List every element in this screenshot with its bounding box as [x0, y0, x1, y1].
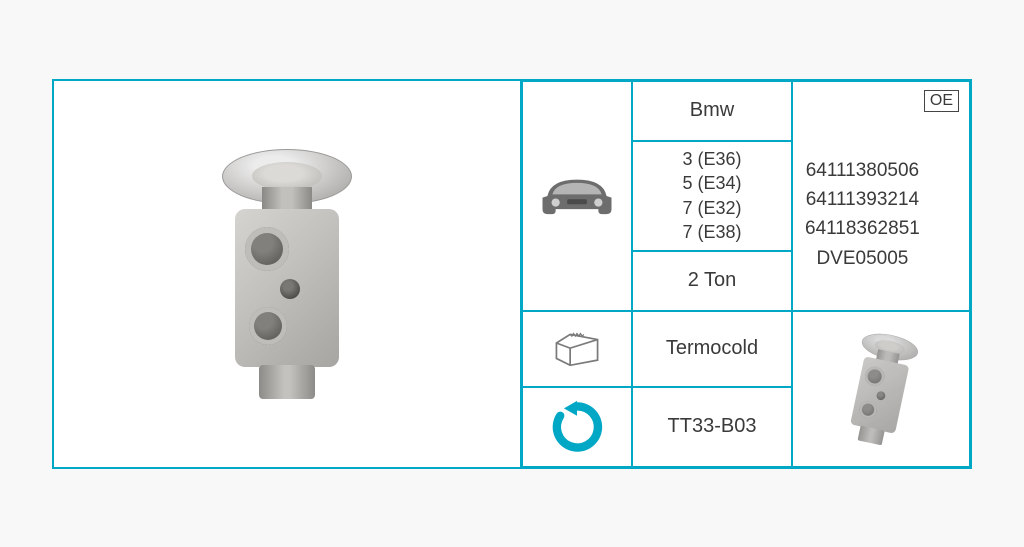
brand-cell: Termocold — [632, 311, 792, 387]
manufacturer-cell: Bmw — [632, 81, 792, 141]
oe-number-list: 64111380506 64111393214 64118362851 DVE0… — [805, 156, 920, 274]
oe-number: DVE05005 — [805, 244, 920, 273]
refresh-arrow-icon — [549, 399, 605, 455]
product-valve-illustration — [212, 149, 362, 399]
model-row: 7 (E32) — [682, 196, 741, 220]
models-cell: 3 (E36) 5 (E34) 7 (E32) 7 (E38) — [632, 141, 792, 251]
product-image-panel — [54, 81, 522, 467]
oe-number: 64111380506 — [805, 156, 920, 185]
model-row: 5 (E34) — [682, 171, 741, 195]
mini-valve-illustration — [837, 328, 924, 449]
product-card: Bmw 3 (E36) 5 (E34) 7 (E32) 7 (E38) 2 To… — [52, 79, 972, 469]
car-front-icon — [535, 173, 619, 219]
tonnage-cell: 2 Ton — [632, 251, 792, 311]
brand-label: Termocold — [666, 337, 758, 360]
refresh-icon-cell — [522, 387, 632, 467]
box-icon-cell — [522, 311, 632, 387]
partno-cell: TT33-B03 — [632, 387, 792, 467]
package-box-icon — [551, 331, 603, 367]
oe-number: 64118362851 — [805, 214, 920, 243]
model-row: 3 (E36) — [682, 147, 741, 171]
manufacturer-label: Bmw — [690, 99, 734, 122]
mini-part-cell — [792, 311, 970, 467]
info-grid: Bmw 3 (E36) 5 (E34) 7 (E32) 7 (E38) 2 To… — [522, 81, 970, 467]
oe-cell: OE 64111380506 64111393214 64118362851 D… — [792, 81, 970, 311]
partno-label: TT33-B03 — [668, 415, 757, 438]
oe-badge: OE — [924, 90, 959, 112]
tonnage-label: 2 Ton — [688, 269, 737, 292]
oe-number: 64111393214 — [805, 185, 920, 214]
car-icon-cell — [522, 81, 632, 311]
model-row: 7 (E38) — [682, 220, 741, 244]
